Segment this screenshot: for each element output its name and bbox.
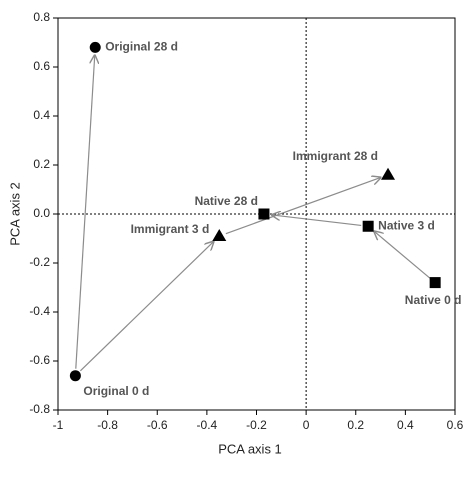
x-tick-label: 0.2: [347, 418, 364, 432]
point-label: Native 0 d: [405, 293, 462, 307]
y-tick-label: 0.6: [33, 59, 50, 73]
arrow: [225, 177, 382, 235]
x-tick-label: -0.6: [147, 418, 168, 432]
point-label: Immigrant 3 d: [131, 222, 210, 236]
y-tick-label: -0.8: [29, 402, 50, 416]
arrow: [271, 215, 362, 227]
arrow: [75, 54, 95, 369]
point-label: Native 28 d: [195, 194, 258, 208]
point: [89, 41, 101, 53]
x-tick-label: 0: [303, 418, 310, 432]
x-tick-label: -1: [53, 418, 64, 432]
point: [69, 370, 81, 382]
point: [212, 229, 227, 242]
y-axis-label: PCA axis 2: [7, 182, 22, 246]
point-label: Native 3 d: [378, 218, 435, 232]
point-label: Original 28 d: [105, 40, 178, 54]
y-tick-label: 0.2: [33, 157, 50, 171]
x-tick-label: -0.4: [197, 418, 218, 432]
arrow: [374, 231, 431, 279]
y-tick-label: -0.4: [29, 304, 50, 318]
arrow: [79, 241, 214, 372]
x-tick-label: -0.8: [97, 418, 118, 432]
y-tick-label: 0.4: [33, 108, 50, 122]
y-tick-label: -0.6: [29, 353, 50, 367]
y-tick-label: -0.2: [29, 255, 50, 269]
point-label: Immigrant 28 d: [293, 149, 378, 163]
x-axis-label: PCA axis 1: [218, 441, 282, 456]
point: [429, 277, 441, 289]
point-label: Original 0 d: [83, 384, 149, 398]
y-tick-label: 0.8: [33, 10, 50, 24]
x-tick-label: -0.2: [246, 418, 267, 432]
point: [381, 167, 396, 180]
x-tick-label: 0.4: [397, 418, 414, 432]
y-tick-label: 0.0: [33, 206, 50, 220]
x-tick-label: 0.6: [447, 418, 464, 432]
point: [258, 208, 270, 220]
point: [362, 220, 374, 232]
